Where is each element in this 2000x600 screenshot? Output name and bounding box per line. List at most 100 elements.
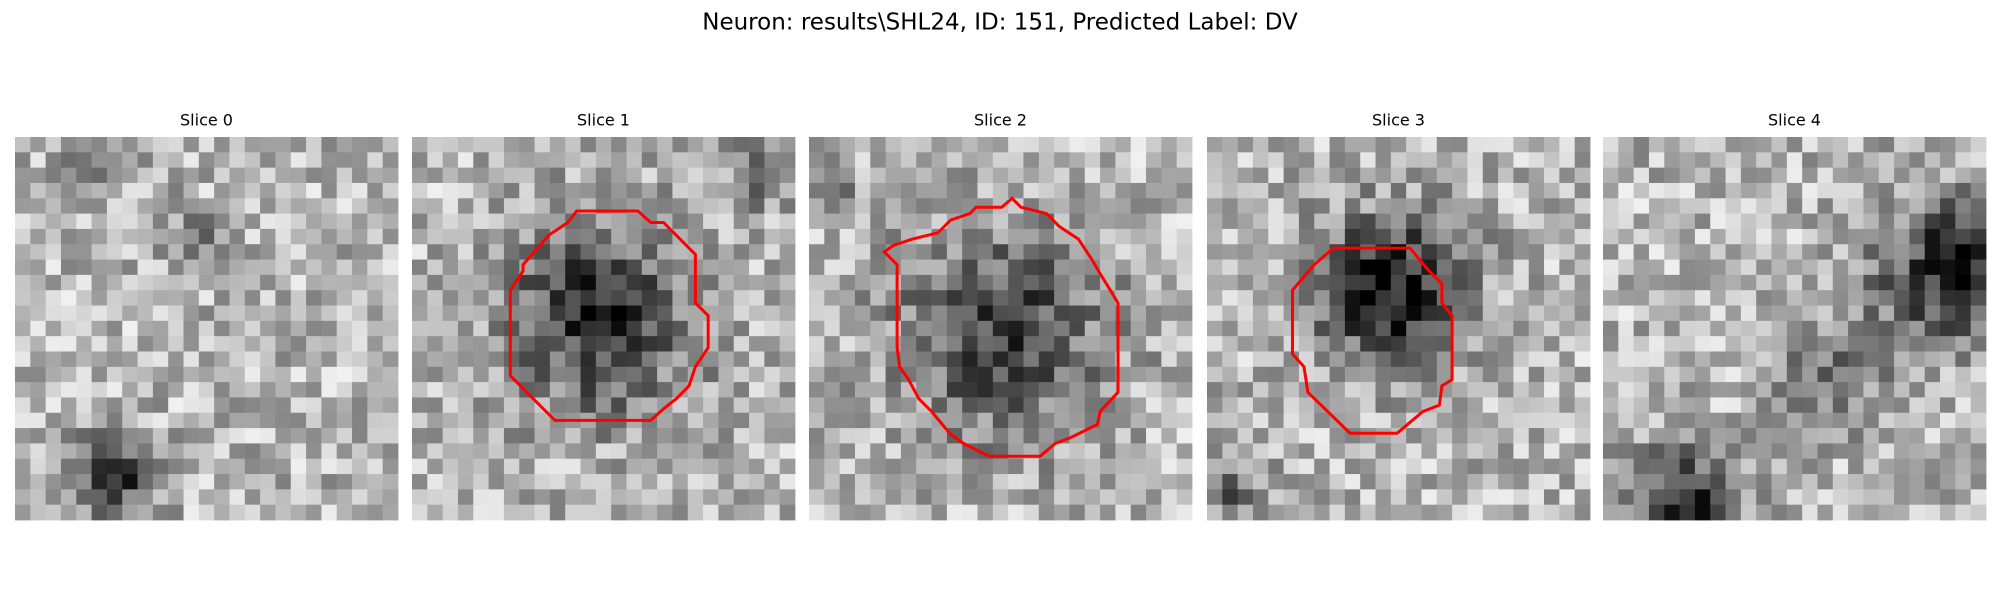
pixel: [306, 167, 322, 184]
pixel: [442, 366, 459, 383]
pixel: [1633, 366, 1650, 383]
pixel: [427, 213, 444, 230]
pixel: [1633, 336, 1650, 352]
pixel: [503, 228, 520, 245]
pixel: [1863, 244, 1880, 260]
pixel: [275, 366, 292, 383]
pixel: [749, 412, 765, 429]
pixel: [885, 474, 902, 490]
pixel: [137, 198, 154, 214]
pixel: [1314, 382, 1330, 398]
pixel: [1894, 213, 1910, 230]
pixel: [764, 213, 781, 230]
pixel: [1452, 366, 1468, 383]
pixel: [229, 366, 246, 383]
pixel: [1618, 213, 1635, 230]
pixel: [306, 458, 322, 475]
pixel: [1467, 320, 1484, 337]
pixel: [977, 213, 994, 230]
pixel: [1298, 489, 1315, 506]
pixel: [168, 489, 184, 506]
pixel: [1038, 336, 1055, 352]
pixel: [244, 458, 261, 475]
pixel: [1298, 504, 1315, 521]
pixel: [1924, 213, 1941, 230]
pixel: [137, 336, 154, 352]
pixel: [900, 305, 917, 322]
pixel: [1406, 366, 1422, 383]
pixel: [1314, 213, 1330, 230]
pixel: [1740, 366, 1757, 383]
pixel: [198, 474, 215, 490]
pixel: [473, 320, 489, 337]
pixel: [1664, 213, 1680, 230]
pixel: [1740, 336, 1757, 352]
pixel: [198, 458, 215, 475]
pixel: [1069, 198, 1086, 214]
pixel: [382, 504, 399, 521]
pixel: [1482, 474, 1499, 490]
pixel: [870, 382, 886, 398]
pixel: [1069, 182, 1086, 199]
pixel: [1115, 290, 1132, 306]
pixel: [1544, 489, 1560, 506]
pixel: [519, 305, 535, 322]
pixel: [1817, 336, 1834, 352]
pixel: [1329, 443, 1346, 460]
pixel: [1237, 167, 1254, 184]
pixel: [749, 305, 765, 322]
pixel: [321, 351, 338, 368]
pixel: [1694, 397, 1711, 414]
pixel: [122, 290, 138, 306]
pixel: [367, 458, 384, 475]
pixel: [1344, 167, 1361, 184]
pixel: [641, 458, 658, 475]
pixel: [1924, 274, 1941, 291]
pixel: [1694, 366, 1711, 383]
pixel: [76, 274, 92, 291]
pixel: [733, 412, 750, 429]
pixel: [1084, 152, 1101, 169]
pixel: [1513, 412, 1530, 429]
pixel: [1694, 474, 1711, 490]
pixel: [168, 412, 184, 429]
pixel: [595, 397, 612, 414]
pixel: [183, 228, 200, 245]
pixel: [321, 182, 338, 199]
pixel: [60, 274, 77, 291]
pixel: [1237, 351, 1254, 368]
pixel: [626, 167, 643, 184]
pixel: [580, 382, 597, 398]
pixel: [214, 152, 230, 169]
pixel: [749, 397, 765, 414]
pixel: [1038, 412, 1055, 429]
pixel: [1710, 428, 1726, 444]
pixel: [595, 489, 612, 506]
pixel: [931, 443, 948, 460]
pixel: [626, 259, 643, 276]
pixel: [1802, 167, 1818, 184]
pixel: [122, 504, 138, 521]
pixel: [580, 336, 597, 352]
pixel: [1574, 274, 1591, 291]
pixel: [611, 336, 627, 352]
pixel: [1786, 274, 1803, 291]
pixel: [1863, 397, 1880, 414]
pixel: [946, 259, 963, 276]
pixel: [870, 458, 886, 475]
pixel: [1146, 182, 1162, 199]
pixel: [749, 198, 765, 214]
pixel: [1924, 290, 1941, 306]
pixel: [1084, 305, 1101, 322]
pixel: [900, 504, 917, 521]
pixel: [764, 397, 781, 414]
pixel: [412, 412, 428, 429]
pixel: [1725, 305, 1742, 322]
pixel: [703, 198, 719, 214]
pixel: [1894, 305, 1910, 322]
pixel: [412, 137, 428, 153]
pixel: [1802, 336, 1818, 352]
pixel: [611, 382, 627, 398]
pixel: [519, 228, 535, 245]
pixel: [168, 504, 184, 521]
